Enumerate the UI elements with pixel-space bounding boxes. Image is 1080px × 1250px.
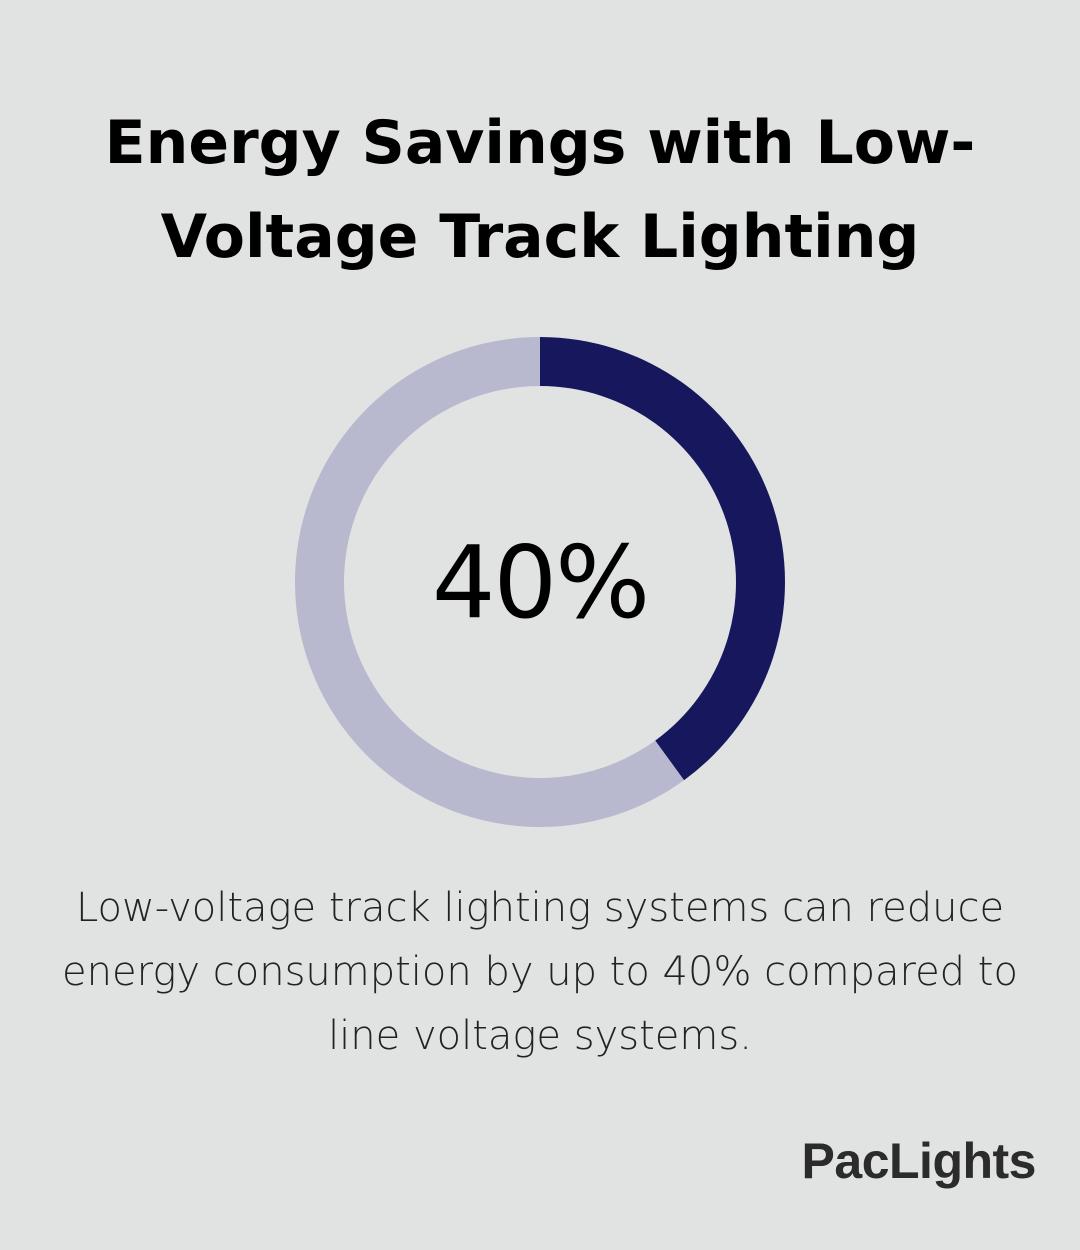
center-value-label: 40% xyxy=(431,523,650,641)
brand-logo: PacLights xyxy=(801,1133,1037,1189)
donut-slice-remainder xyxy=(294,337,685,827)
donut-chart: 40% xyxy=(290,332,790,832)
description-text: Low-voltage track lighting systems can r… xyxy=(62,885,1018,1059)
page-title: Energy Savings with Low-Voltage Track Li… xyxy=(104,108,976,272)
donut-slice-value xyxy=(540,337,785,781)
donut-svg xyxy=(294,337,785,827)
